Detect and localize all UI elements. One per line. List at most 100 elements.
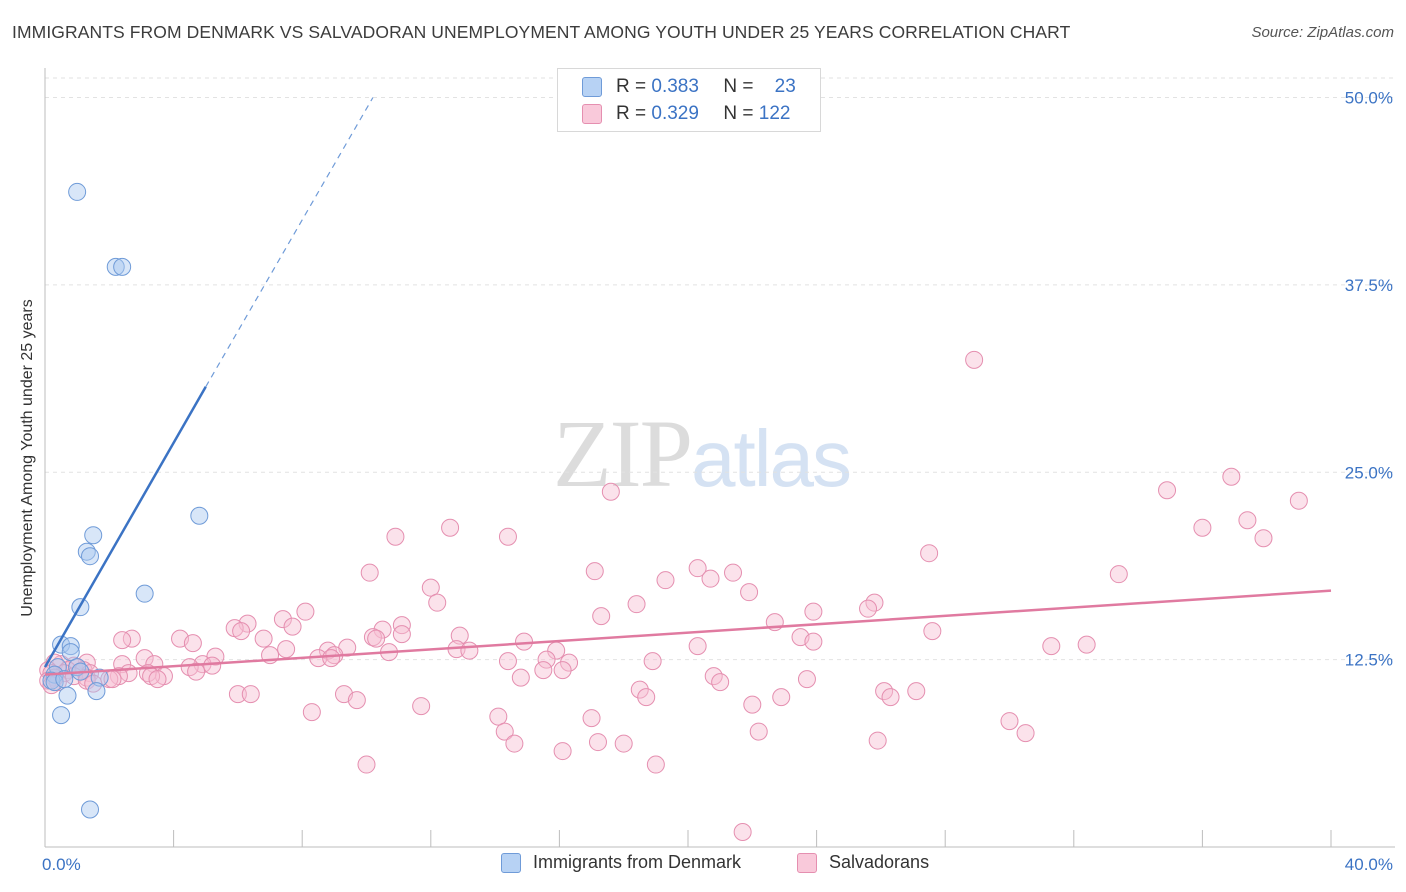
salvadoran-point	[357, 755, 376, 774]
salvadoran-point	[450, 626, 469, 645]
denmark-trend-line	[43, 386, 207, 668]
y-tick-label: 50.0%	[1345, 89, 1393, 108]
salvadoran-point	[421, 578, 440, 597]
denmark-point	[106, 257, 125, 276]
salvadoran-point	[1222, 467, 1241, 486]
salvadoran-point	[560, 653, 579, 672]
legend-row-salvadorans: R = 0.329 N = 122	[582, 102, 790, 126]
y-tick-label: 12.5%	[1345, 651, 1393, 670]
salvadoran-point	[363, 628, 382, 647]
denmark-point	[81, 800, 100, 819]
salvadoran-point	[585, 562, 604, 581]
salvadoran-point	[148, 670, 167, 689]
legend-r-value: 0.383	[651, 76, 699, 97]
salvadoran-point	[511, 668, 530, 687]
legend-r-value: 0.329	[651, 103, 699, 124]
salvadoran-point	[180, 658, 199, 677]
salvadoran-point	[1193, 518, 1212, 537]
legend-n-label: N =	[723, 103, 754, 124]
salvadoran-point	[1254, 529, 1273, 548]
salvadoran-point	[392, 625, 411, 644]
salvadoran-point	[740, 583, 759, 602]
salvadoran-point	[733, 823, 752, 842]
salvadoran-point	[859, 599, 878, 618]
denmark-point	[68, 182, 87, 201]
legend-n-value: 122	[758, 103, 791, 124]
denmark-point	[87, 682, 106, 701]
salvadoran-point	[688, 637, 707, 656]
legend-item-salvadorans: Salvadorans	[797, 852, 929, 873]
salvadoran-point	[183, 634, 202, 653]
salvadoran-point	[743, 695, 762, 714]
salvadoran-point	[688, 559, 707, 578]
denmark-point	[113, 257, 132, 276]
salvadoran-point	[241, 685, 260, 704]
legend-swatch-blue	[501, 852, 521, 873]
y-tick-label: 37.5%	[1345, 276, 1393, 295]
legend-r-label: R =	[616, 103, 647, 124]
salvadoran-point	[627, 595, 646, 614]
salvadoran-point	[537, 650, 556, 669]
salvadoran-point	[254, 629, 273, 648]
salvadoran-point	[1238, 511, 1257, 530]
salvadoran-point	[534, 661, 553, 680]
watermark-atlas: atlas	[691, 414, 852, 503]
watermark: ZIPatlas	[553, 398, 852, 509]
salvadoran-point	[553, 742, 572, 761]
salvadoran-point	[1077, 635, 1096, 654]
salvadoran-point	[1109, 565, 1128, 584]
salvadoran-point	[498, 527, 517, 546]
denmark-point	[61, 643, 80, 662]
salvadoran-point	[505, 734, 524, 753]
legend-item-denmark: Immigrants from Denmark	[501, 852, 741, 873]
salvadoran-point	[347, 691, 366, 710]
salvadoran-point	[495, 722, 514, 741]
salvadoran-point	[923, 622, 942, 641]
salvadoran-point	[460, 641, 479, 660]
source-label: Source: ZipAtlas.com	[1251, 24, 1394, 41]
legend-swatch-pink	[797, 852, 817, 873]
legend-n-label: N =	[723, 76, 754, 97]
salvadoran-point	[553, 661, 572, 680]
salvadoran-point	[868, 731, 887, 750]
denmark-point	[42, 671, 61, 690]
denmark-point	[84, 526, 103, 545]
salvadoran-point	[804, 632, 823, 651]
salvadoran-point	[1042, 637, 1061, 656]
x-tick-label: 40.0%	[1345, 855, 1393, 874]
y-tick-label: 25.0%	[1345, 463, 1393, 482]
salvadoran-point	[232, 622, 251, 641]
denmark-point	[61, 637, 80, 656]
salvadoran-point	[187, 662, 206, 681]
salvadoran-point	[1000, 712, 1019, 731]
salvadoran-point	[367, 629, 386, 648]
denmark-point	[90, 668, 109, 687]
salvadoran-point	[373, 620, 392, 639]
salvadoran-point	[386, 527, 405, 546]
salvadoran-point	[1158, 481, 1177, 500]
salvadoran-point	[360, 563, 379, 582]
salvadoran-point	[637, 688, 656, 707]
legend-n-value: 23	[774, 76, 796, 97]
legend-label-denmark: Immigrants from Denmark	[533, 852, 742, 872]
salvadoran-point	[277, 640, 296, 659]
salvadoran-point	[228, 685, 247, 704]
salvadoran-point	[749, 722, 768, 741]
y-axis-label: Unemployment Among Youth under 25 years	[19, 299, 36, 617]
salvadoran-trend-line	[44, 589, 1332, 676]
salvadoran-point	[1016, 724, 1035, 743]
salvadoran-point	[772, 688, 791, 707]
salvadoran-point	[296, 602, 315, 621]
salvadoran-point	[135, 649, 154, 668]
salvadoran-point	[630, 680, 649, 699]
salvadoran-point	[1289, 491, 1308, 510]
salvadoran-point	[113, 631, 132, 650]
salvadoran-point	[920, 544, 939, 563]
salvadoran-point	[881, 688, 900, 707]
salvadoran-point	[965, 350, 984, 369]
salvadoran-point	[643, 652, 662, 671]
series-legend: Immigrants from Denmark Salvadorans	[0, 852, 1406, 876]
denmark-point	[52, 706, 71, 725]
x-tick-label: 0.0%	[42, 855, 81, 874]
